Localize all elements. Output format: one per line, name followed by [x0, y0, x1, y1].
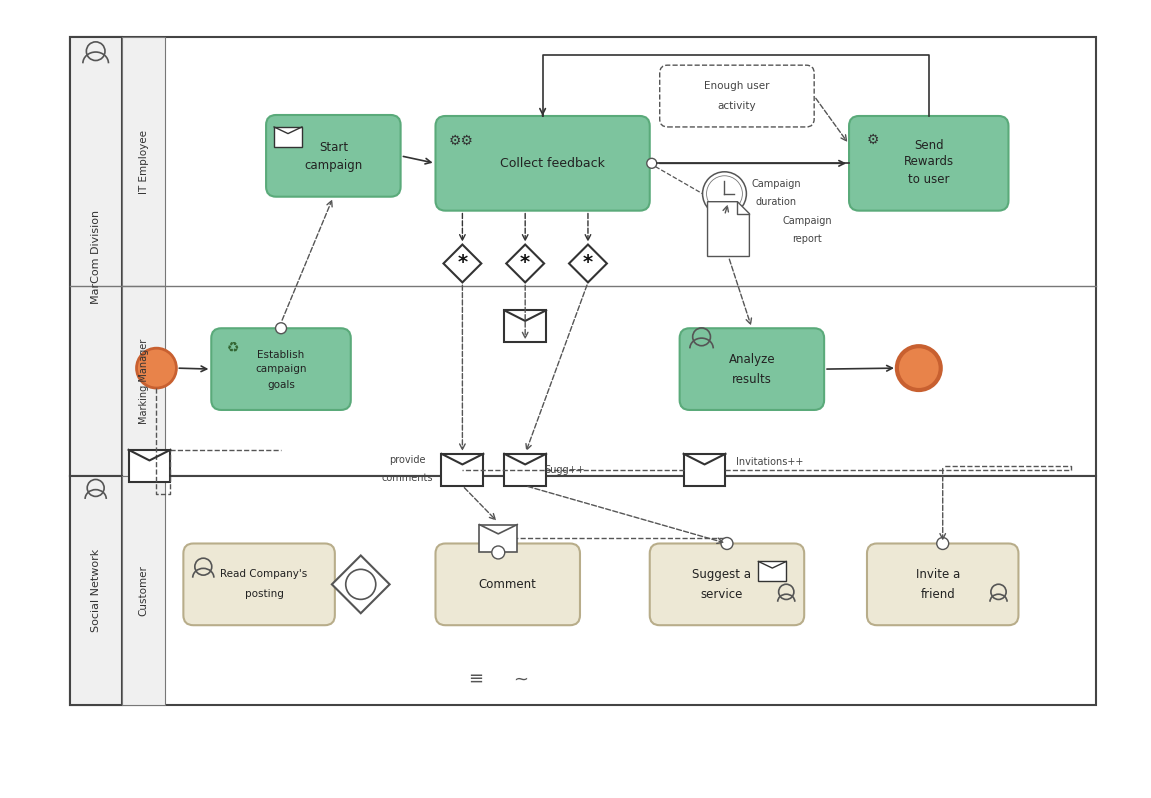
Text: comments: comments — [382, 472, 433, 483]
Bar — [129, 450, 170, 482]
Polygon shape — [569, 244, 607, 282]
Circle shape — [491, 546, 505, 559]
Bar — [504, 454, 546, 486]
Text: Establish: Establish — [258, 350, 305, 360]
Text: Customer: Customer — [138, 565, 148, 616]
Text: Start: Start — [319, 141, 348, 154]
Bar — [122, 38, 166, 286]
Bar — [479, 524, 517, 552]
Text: *: * — [457, 253, 467, 272]
Text: service: service — [701, 588, 744, 601]
Text: Enough user: Enough user — [704, 81, 770, 91]
Text: Social Network: Social Network — [91, 549, 100, 632]
Text: posting: posting — [245, 589, 283, 599]
FancyBboxPatch shape — [867, 543, 1019, 625]
Text: Campaign: Campaign — [783, 216, 832, 226]
Bar — [442, 454, 483, 486]
Text: Suggest a: Suggest a — [693, 568, 752, 581]
Text: friend: friend — [921, 588, 955, 601]
Text: Invite a: Invite a — [915, 568, 960, 581]
Circle shape — [137, 348, 176, 388]
Text: Invitations++: Invitations++ — [735, 456, 803, 467]
Text: Sugg++: Sugg++ — [544, 464, 586, 475]
Bar — [70, 38, 122, 476]
Text: Marking Manager: Marking Manager — [138, 338, 148, 424]
Text: *: * — [582, 253, 593, 272]
Text: Collect feedback: Collect feedback — [501, 157, 605, 170]
FancyBboxPatch shape — [849, 116, 1008, 211]
Text: campaign: campaign — [256, 364, 307, 374]
Bar — [759, 562, 786, 582]
Text: ≡: ≡ — [467, 670, 483, 688]
Text: IT Employee: IT Employee — [138, 130, 148, 194]
Text: Analyze: Analyze — [729, 353, 775, 365]
Bar — [70, 476, 122, 705]
Circle shape — [345, 569, 375, 599]
Bar — [274, 127, 302, 147]
FancyBboxPatch shape — [650, 543, 805, 625]
FancyBboxPatch shape — [435, 116, 650, 211]
Text: report: report — [792, 234, 822, 244]
Text: Comment: Comment — [479, 578, 536, 591]
Circle shape — [702, 172, 746, 215]
Circle shape — [897, 346, 940, 390]
Circle shape — [647, 158, 657, 168]
Text: results: results — [732, 373, 772, 385]
Polygon shape — [443, 244, 481, 282]
FancyBboxPatch shape — [679, 328, 824, 410]
Circle shape — [707, 176, 742, 211]
Circle shape — [721, 538, 733, 550]
Bar — [70, 476, 1096, 705]
Circle shape — [937, 538, 948, 550]
FancyBboxPatch shape — [183, 543, 335, 625]
Text: campaign: campaign — [304, 160, 363, 172]
Text: Campaign: Campaign — [752, 179, 801, 189]
Text: MarCom Division: MarCom Division — [91, 209, 100, 303]
FancyBboxPatch shape — [435, 543, 580, 625]
Bar — [122, 286, 166, 476]
Bar — [70, 38, 1096, 476]
Text: ~: ~ — [512, 670, 527, 688]
Circle shape — [275, 322, 287, 334]
Text: ⚙: ⚙ — [867, 133, 879, 147]
Text: to user: to user — [908, 173, 950, 186]
FancyBboxPatch shape — [212, 328, 351, 410]
Bar — [684, 454, 725, 486]
Text: *: * — [520, 253, 531, 272]
Bar — [504, 310, 546, 342]
Text: Send: Send — [914, 139, 944, 152]
Text: activity: activity — [717, 101, 756, 111]
Polygon shape — [708, 202, 749, 256]
Text: Read Company's: Read Company's — [221, 570, 307, 579]
Text: goals: goals — [267, 380, 295, 390]
Polygon shape — [506, 244, 544, 282]
Bar — [122, 476, 166, 705]
Text: duration: duration — [756, 196, 796, 207]
Polygon shape — [331, 555, 390, 613]
Text: ⚙⚙: ⚙⚙ — [449, 134, 474, 148]
FancyBboxPatch shape — [266, 115, 401, 196]
Text: provide: provide — [389, 455, 426, 464]
Text: Rewards: Rewards — [904, 155, 954, 168]
Text: ♻: ♻ — [227, 342, 239, 355]
FancyBboxPatch shape — [660, 65, 814, 127]
